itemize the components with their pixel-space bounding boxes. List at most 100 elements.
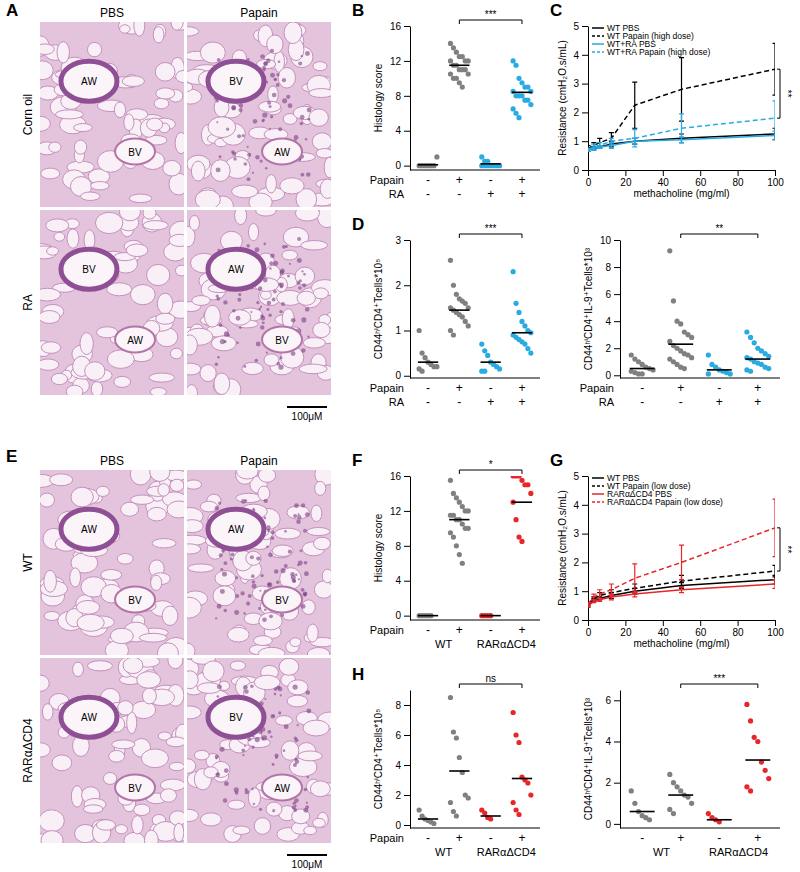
alveolus bbox=[307, 527, 330, 535]
infiltrate bbox=[284, 724, 289, 729]
group-label: + bbox=[456, 381, 463, 395]
data-point bbox=[511, 89, 516, 94]
infiltrate bbox=[270, 73, 275, 78]
structure bbox=[262, 587, 302, 613]
tick-label: 3 bbox=[573, 528, 579, 539]
significance-bracket bbox=[459, 470, 522, 474]
legend-swatch bbox=[592, 43, 604, 45]
data-point bbox=[434, 364, 439, 369]
alveolus bbox=[242, 362, 263, 374]
tick-label: 8 bbox=[395, 700, 401, 711]
data-point bbox=[682, 366, 687, 371]
tick-label: 3 bbox=[573, 78, 579, 89]
infiltrate bbox=[262, 119, 265, 122]
alveolus bbox=[171, 22, 183, 30]
alveolus bbox=[295, 267, 315, 285]
tick: 0 bbox=[586, 620, 592, 638]
annotation: AW bbox=[127, 335, 143, 346]
strip-chart: 0246CD44ʰⁱCD4⁺IL-9⁺Tcells*10³-+-+WTRARαΔ… bbox=[583, 673, 780, 858]
infiltrate bbox=[283, 749, 286, 752]
tick-mark bbox=[404, 511, 410, 512]
alveolus bbox=[144, 830, 158, 843]
histology-image: AWBV bbox=[27, 462, 191, 664]
tick-mark bbox=[663, 620, 664, 626]
infiltrate bbox=[298, 286, 302, 290]
alveolus bbox=[187, 759, 196, 773]
tick-mark bbox=[625, 170, 626, 176]
alveolus bbox=[40, 116, 50, 131]
mean-line bbox=[481, 163, 501, 165]
panel-label: A bbox=[6, 1, 18, 20]
alveolus bbox=[312, 133, 331, 150]
infiltrate bbox=[301, 55, 303, 57]
alveolus bbox=[280, 178, 304, 194]
alveolus bbox=[169, 811, 184, 826]
tick-mark bbox=[582, 562, 588, 563]
structure bbox=[262, 327, 302, 353]
alveolus bbox=[187, 520, 203, 533]
error-bar bbox=[597, 143, 602, 149]
legend-swatch bbox=[592, 27, 604, 29]
tick-mark bbox=[582, 505, 588, 506]
significance-label: ** bbox=[782, 90, 793, 98]
infiltrate bbox=[274, 569, 279, 574]
infiltrate bbox=[217, 58, 221, 62]
tick-label: 2 bbox=[573, 557, 579, 568]
infiltrate bbox=[224, 781, 229, 786]
infiltrate bbox=[303, 593, 306, 596]
group-label: + bbox=[716, 395, 723, 409]
infiltrate bbox=[288, 550, 292, 554]
infiltrate bbox=[253, 119, 258, 124]
significance-label: ** bbox=[782, 546, 793, 554]
alveolus bbox=[155, 63, 175, 82]
alveolus bbox=[139, 633, 167, 642]
infiltrate bbox=[266, 525, 271, 530]
data-point bbox=[511, 106, 516, 111]
points bbox=[629, 248, 772, 376]
alveolus bbox=[303, 338, 325, 349]
alveolus bbox=[213, 586, 236, 606]
tick-label: 60 bbox=[695, 177, 707, 188]
mean-line bbox=[481, 815, 501, 817]
infiltrate bbox=[306, 709, 311, 714]
alveolus bbox=[214, 373, 230, 394]
infiltrate bbox=[220, 747, 225, 752]
infiltrate bbox=[243, 612, 246, 615]
alveolus bbox=[254, 636, 273, 646]
infiltrate bbox=[295, 758, 298, 761]
alveolus bbox=[49, 142, 61, 152]
data-point bbox=[528, 102, 533, 107]
infiltrate bbox=[304, 788, 308, 792]
tick-label: 5 bbox=[573, 471, 579, 482]
error-bar bbox=[773, 499, 776, 557]
infiltrate bbox=[215, 773, 220, 778]
infiltrate bbox=[240, 591, 244, 595]
infiltrate bbox=[307, 118, 310, 121]
data-point bbox=[451, 513, 456, 518]
infiltrate bbox=[284, 530, 287, 533]
row-label: WT bbox=[21, 553, 35, 572]
infiltrate bbox=[219, 323, 223, 327]
alveolus bbox=[248, 788, 260, 808]
alveolus bbox=[309, 109, 328, 126]
alveolus bbox=[227, 627, 249, 642]
mean-line bbox=[745, 759, 770, 761]
tick-label: 12 bbox=[390, 506, 402, 517]
tick-label: 0 bbox=[605, 370, 611, 381]
alveolus bbox=[40, 61, 53, 80]
row-label: Papain bbox=[370, 174, 404, 186]
data-point bbox=[516, 740, 521, 745]
infiltrate bbox=[251, 574, 255, 578]
error-bar bbox=[609, 584, 614, 596]
group-label: + bbox=[518, 187, 525, 201]
tick-mark bbox=[738, 620, 739, 626]
infiltrate bbox=[220, 589, 225, 594]
infiltrate bbox=[218, 501, 221, 504]
data-point bbox=[497, 366, 502, 371]
tick-label: 4 bbox=[395, 575, 401, 586]
tick-label: 40 bbox=[658, 627, 670, 638]
y-axis-title: CD44ʰⁱCD4⁺Tcells*10⁵ bbox=[373, 259, 384, 360]
annotation: AW bbox=[81, 524, 97, 535]
alveolus bbox=[310, 781, 330, 797]
alveolus bbox=[109, 750, 125, 762]
